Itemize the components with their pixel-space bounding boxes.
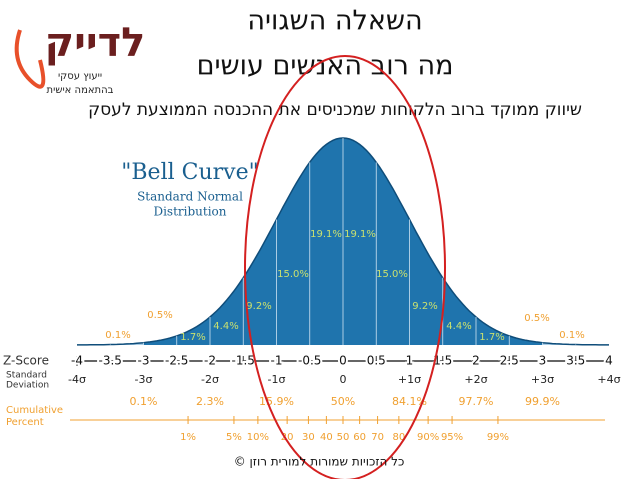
region-label: 19.1%	[310, 229, 342, 240]
sd-tick-label: +1σ	[398, 373, 421, 386]
region-label: 9.2%	[246, 301, 271, 312]
z-tick-label: 2.5	[500, 354, 519, 368]
region-label: 4.4%	[213, 321, 238, 332]
z-tick-label: -3.5	[99, 354, 122, 368]
region-label: 15.0%	[277, 269, 309, 280]
sd-label: Deviation	[6, 381, 49, 391]
cum-value: 5%	[226, 432, 242, 443]
sd-tick-label: -1σ	[268, 373, 286, 386]
z-tick-label: 4	[605, 354, 613, 368]
cum-value: 99%	[487, 432, 509, 443]
z-tick-label: -4	[71, 354, 83, 368]
cum-value: 97.7%	[459, 395, 494, 408]
cum-value: 10%	[247, 432, 269, 443]
cum-value: 99.9%	[525, 395, 560, 408]
z-tick-label: 0	[339, 354, 347, 368]
z-tick-label: -2.5	[165, 354, 188, 368]
sd-tick-label: +2σ	[464, 373, 487, 386]
region-label: 19.1%	[344, 229, 376, 240]
cum-value: 1%	[180, 432, 196, 443]
z-tick-label: -0.5	[298, 354, 321, 368]
z-tick-label: 2	[472, 354, 480, 368]
cum-value: 80	[392, 432, 405, 443]
sd-tick-label: +4σ	[597, 373, 620, 386]
region-label: 4.4%	[446, 321, 471, 332]
z-tick-label: -3	[138, 354, 150, 368]
z-tick-label: -1	[271, 354, 283, 368]
logo-swirl	[14, 29, 46, 89]
logo-line: בהתאמה אישית	[47, 85, 114, 96]
region-label: 0.1%	[105, 330, 130, 341]
cum-value: 70	[371, 432, 384, 443]
region-label: 0.1%	[559, 330, 584, 341]
z-tick-label: 3.5	[566, 354, 585, 368]
logo-line: ייעוץ עסקי	[58, 71, 102, 82]
cum-value: 60	[353, 432, 366, 443]
z-tick-label: 0.5	[367, 354, 386, 368]
region-label: 9.2%	[412, 301, 437, 312]
sd-tick-label: 0	[340, 373, 347, 386]
cum-label: Cumulative	[6, 405, 63, 416]
subtitle: שיווק ממוקד ברוב הלקוחות שמכניסים את ההכ…	[88, 100, 582, 120]
cum-value: 40	[320, 432, 333, 443]
z-tick-label: -1.5	[232, 354, 255, 368]
region-label: 1.7%	[479, 332, 504, 343]
figure-subheading: Standard Normal	[137, 190, 243, 204]
cum-value: 90%	[417, 432, 439, 443]
logo-name: לדייק	[45, 20, 146, 66]
cum-value: 84.1%	[392, 395, 427, 408]
footer: © כל הזכויות שמורות למורית רוזן	[234, 455, 405, 469]
region-label: 0.5%	[147, 310, 172, 321]
highlight-ellipse	[244, 55, 446, 479]
z-tick-label: -2	[204, 354, 216, 368]
cum-value: 50	[337, 432, 350, 443]
cum-value: 0.1%	[130, 395, 158, 408]
cum-label: Percent	[6, 417, 44, 428]
sd-tick-label: -2σ	[201, 373, 219, 386]
cum-value: 30	[302, 432, 315, 443]
title-line: השאלה השגויה	[247, 6, 422, 37]
bell-curve: 0.1% 0.5% 1.7% 4.4% 9.2% 15.0% 19.1% 19.1% 15.0%…	[3, 137, 621, 443]
sd-tick-label: +3σ	[531, 373, 554, 386]
z-axis-label: Z-Score	[3, 354, 49, 368]
region-label: 0.5%	[524, 313, 549, 324]
cum-value: 50%	[331, 395, 355, 408]
logo: לדייק ייעוץ עסקי בהתאמה אישית	[14, 20, 146, 96]
cum-value: 15.9%	[259, 395, 294, 408]
sd-tick-label: -3σ	[135, 373, 153, 386]
cum-value: 2.3%	[196, 395, 224, 408]
cum-value: 95%	[441, 432, 463, 443]
region-label: 15.0%	[376, 269, 408, 280]
cum-value: 20	[281, 432, 294, 443]
figure-subheading: Distribution	[153, 205, 226, 219]
z-tick-label: 1	[406, 354, 414, 368]
sd-label: Standard	[6, 371, 47, 381]
region-label: 1.7%	[180, 332, 205, 343]
title-line: מה רוב האנשים עושים	[197, 51, 454, 82]
figure-heading: "Bell Curve"	[121, 160, 258, 185]
z-tick-label: 3	[539, 354, 547, 368]
sd-tick-label: -4σ	[68, 373, 86, 386]
